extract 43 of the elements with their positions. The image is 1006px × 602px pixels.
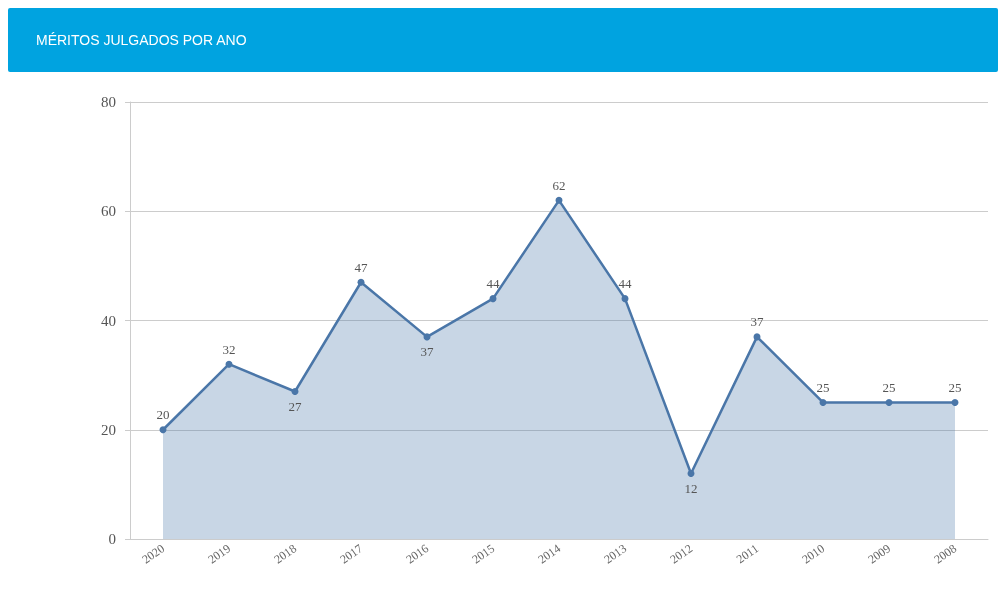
x-tick-label: 2015	[469, 541, 498, 567]
x-tick-label: 2018	[271, 541, 300, 567]
x-tick-label: 2020	[139, 541, 168, 567]
point	[951, 398, 959, 406]
data-label: 12	[684, 480, 698, 496]
x-tick-label: 2016	[403, 541, 432, 567]
data-label: 37	[750, 314, 764, 330]
y-tick-label: 80	[101, 94, 116, 110]
x-tick-label: 2013	[601, 541, 630, 567]
data-label: 47	[354, 259, 368, 275]
point	[291, 388, 299, 396]
data-label: 20	[156, 407, 170, 423]
data-label: 25	[882, 379, 896, 395]
point	[555, 196, 563, 204]
y-tick-label: 0	[108, 531, 116, 547]
x-tick-label: 2011	[733, 541, 762, 567]
y-tick-label: 20	[101, 421, 116, 438]
point	[687, 469, 695, 477]
data-label: 32	[222, 341, 236, 357]
data-label: 44	[618, 276, 632, 292]
data-label: 27	[288, 399, 302, 415]
data-label: 37	[420, 344, 434, 360]
y-tick-label: 40	[101, 312, 116, 329]
x-tick-label: 2010	[799, 541, 828, 567]
x-tick-label: 2017	[337, 541, 366, 567]
point	[621, 295, 629, 303]
x-tick-label: 2019	[205, 541, 234, 567]
x-tick-label: 2012	[667, 541, 696, 567]
data-label: 25	[816, 379, 830, 395]
data-label: 25	[948, 379, 962, 395]
x-tick-label: 2009	[865, 541, 894, 567]
x-tick-label: 2008	[931, 541, 960, 567]
point	[885, 398, 893, 406]
chart-title: MÉRITOS JULGADOS POR ANO	[8, 8, 998, 72]
y-tick-label: 60	[101, 203, 116, 220]
point	[819, 398, 827, 406]
data-label: 44	[486, 276, 500, 292]
point	[225, 360, 233, 368]
point	[357, 278, 365, 286]
point	[159, 426, 167, 434]
x-tick-label: 2014	[535, 541, 564, 567]
data-label: 62	[552, 177, 566, 193]
point	[489, 295, 497, 303]
